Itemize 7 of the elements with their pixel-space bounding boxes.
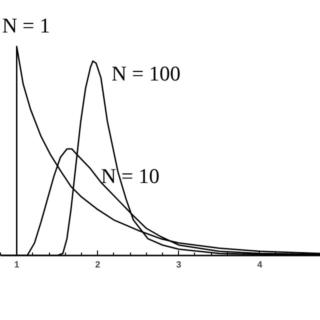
series-label: N = 1	[2, 14, 50, 38]
x-tick-label: 2	[95, 260, 100, 270]
x-tick-label: 1	[14, 260, 20, 270]
series-label: N = 100	[111, 62, 181, 86]
x-tick-label: 4	[257, 260, 262, 270]
x-tick-label: 3	[176, 260, 182, 270]
series-label: N = 10	[100, 164, 160, 188]
